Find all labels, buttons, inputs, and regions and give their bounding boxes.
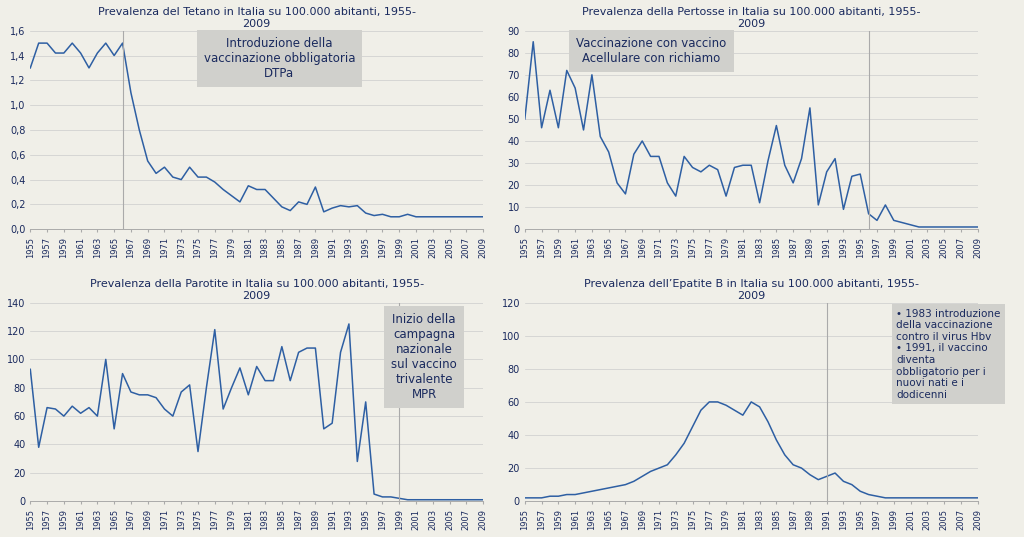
Title: Prevalenza dell’Epatite B in Italia su 100.000 abitanti, 1955-
2009: Prevalenza dell’Epatite B in Italia su 1… [584, 279, 919, 301]
Title: Prevalenza del Tetano in Italia su 100.000 abitanti, 1955-
2009: Prevalenza del Tetano in Italia su 100.0… [97, 7, 416, 28]
Text: Inizio della
campagna
nazionale
sul vaccino
trivalente
MPR: Inizio della campagna nazionale sul vacc… [391, 313, 457, 401]
Title: Prevalenza della Pertosse in Italia su 100.000 abitanti, 1955-
2009: Prevalenza della Pertosse in Italia su 1… [582, 7, 921, 28]
Text: Introduzione della
vaccinazione obbligatoria
DTPa: Introduzione della vaccinazione obbligat… [204, 37, 355, 79]
Text: Vaccinazione con vaccino
Acellulare con richiamo: Vaccinazione con vaccino Acellulare con … [577, 37, 727, 64]
Text: • 1983 introduzione
della vaccinazione
contro il virus Hbv
• 1991, il vaccino
di: • 1983 introduzione della vaccinazione c… [896, 309, 1000, 400]
Title: Prevalenza della Parotite in Italia su 100.000 abitanti, 1955-
2009: Prevalenza della Parotite in Italia su 1… [90, 279, 424, 301]
